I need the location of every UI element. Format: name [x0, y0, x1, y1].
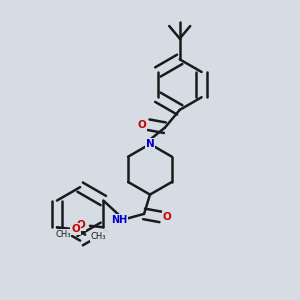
Text: CH₃: CH₃ — [91, 232, 106, 241]
Text: O: O — [163, 212, 171, 222]
Text: O: O — [77, 220, 85, 230]
Text: NH: NH — [111, 215, 128, 225]
Text: O: O — [138, 120, 146, 130]
Text: CH₃: CH₃ — [55, 230, 70, 239]
Text: N: N — [146, 139, 154, 149]
Text: O: O — [71, 224, 80, 234]
